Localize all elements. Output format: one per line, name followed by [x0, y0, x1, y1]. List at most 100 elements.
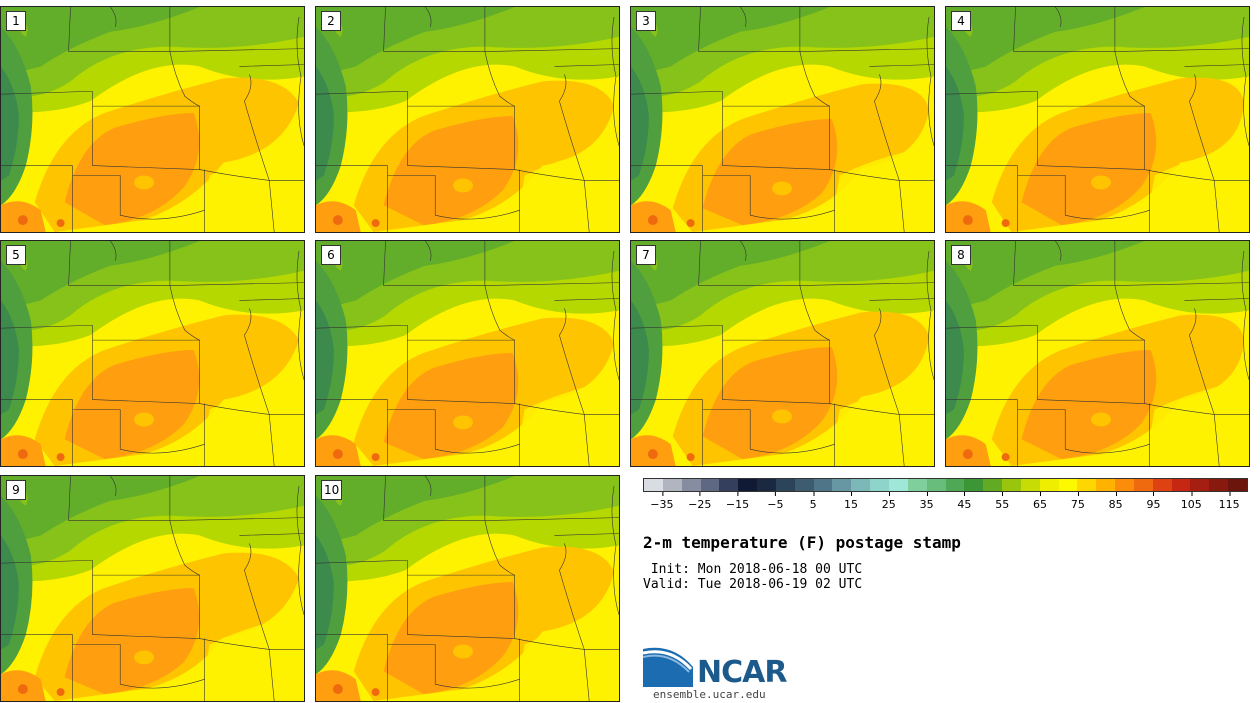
tick-text: 95: [1146, 498, 1161, 511]
colorbar-tick-label: 85: [1108, 492, 1123, 511]
colorbar-swatch: [775, 479, 795, 491]
colorbar-swatch: [851, 479, 871, 491]
temperature-map: [946, 7, 1249, 232]
colorbar-tick-label: 55: [995, 492, 1010, 511]
temperature-map: [316, 7, 619, 232]
colorbar-swatch: [945, 479, 965, 491]
member-label: 6: [321, 245, 341, 265]
member-label: 2: [321, 11, 341, 31]
tick-text: 75: [1070, 498, 1085, 511]
temperature-map: [316, 476, 619, 701]
colorbar-swatch: [794, 479, 814, 491]
member-panel-7: 7: [630, 240, 935, 467]
member-panel-3: 3: [630, 6, 935, 233]
colorbar-swatch: [644, 479, 663, 491]
ncar-logo-icon: [643, 647, 693, 687]
colorbar-swatch: [1020, 479, 1040, 491]
tick-text: 85: [1108, 498, 1123, 511]
member-panel-1: 1: [0, 6, 305, 233]
colorbar-swatch: [1115, 479, 1134, 491]
colorbar-swatch: [907, 479, 927, 491]
plot-title: 2-m temperature (F) postage stamp: [643, 533, 961, 552]
member-panel-10: 10: [315, 475, 620, 702]
member-panel-6: 6: [315, 240, 620, 467]
colorbar-swatch: [983, 479, 1003, 491]
member-label: 9: [6, 480, 26, 500]
tick-text: −25: [688, 498, 712, 511]
temperature-map: [1, 7, 304, 232]
member-label: 4: [951, 11, 971, 31]
member-label: 5: [6, 245, 26, 265]
temperature-colorbar: [643, 478, 1248, 492]
temperature-map: [631, 241, 934, 466]
colorbar-swatch: [719, 479, 739, 491]
site-url: ensemble.ucar.edu: [653, 688, 766, 701]
colorbar-swatch: [1096, 479, 1116, 491]
member-label: 3: [636, 11, 656, 31]
colorbar-tick-label: −25: [688, 492, 712, 511]
member-panel-9: 9: [0, 475, 305, 702]
colorbar-swatch: [888, 479, 908, 491]
tick-text: −5: [767, 498, 784, 511]
colorbar-swatch: [738, 479, 758, 491]
temperature-map: [1, 476, 304, 701]
colorbar-swatch: [1133, 479, 1153, 491]
colorbar-tick-label: 25: [881, 492, 896, 511]
colorbar-tick-label: −5: [767, 492, 784, 511]
colorbar-tick-label: 35: [919, 492, 934, 511]
colorbar-swatch: [1152, 479, 1172, 491]
colorbar-swatch: [926, 479, 946, 491]
colorbar-tick-label: 15: [843, 492, 858, 511]
member-panel-2: 2: [315, 6, 620, 233]
temperature-map: [1, 241, 304, 466]
tick-text: 45: [957, 498, 972, 511]
colorbar-swatch: [1190, 479, 1210, 491]
init-time: Init: Mon 2018-06-18 00 UTC: [643, 562, 863, 577]
tick-text: 65: [1033, 498, 1048, 511]
tick-text: 55: [995, 498, 1010, 511]
ncar-logo-text: NCAR: [697, 655, 787, 690]
member-panel-5: 5: [0, 240, 305, 467]
colorbar-swatch: [1002, 479, 1021, 491]
colorbar-tick-label: −15: [725, 492, 750, 511]
tick-text: 115: [1218, 498, 1240, 511]
member-panel-4: 4: [945, 6, 1250, 233]
colorbar-swatch: [964, 479, 984, 491]
colorbar-swatch: [813, 479, 833, 491]
colorbar-tick-label: 45: [957, 492, 972, 511]
colorbar-tick-label: 115: [1218, 492, 1240, 511]
tick-text: 25: [881, 498, 896, 511]
tick-text: 35: [919, 498, 934, 511]
tick-text: −35: [650, 498, 674, 511]
colorbar-tick-label: −35: [650, 492, 674, 511]
colorbar-swatch: [1039, 479, 1059, 491]
temperature-map: [316, 241, 619, 466]
colorbar-swatch: [1209, 479, 1229, 491]
colorbar-tick-label: 105: [1180, 492, 1202, 511]
colorbar-tick-label: 65: [1033, 492, 1048, 511]
colorbar-swatch: [700, 479, 720, 491]
colorbar-tick-label: 95: [1146, 492, 1161, 511]
member-label: 8: [951, 245, 971, 265]
temperature-map: [631, 7, 934, 232]
colorbar-swatch: [757, 479, 776, 491]
colorbar-swatch: [1228, 479, 1247, 491]
temperature-map: [946, 241, 1249, 466]
tick-text: 5: [809, 498, 817, 511]
colorbar-swatch: [1058, 479, 1078, 491]
member-label: 1: [6, 11, 26, 31]
colorbar-swatch: [681, 479, 701, 491]
tick-text: 105: [1180, 498, 1202, 511]
tick-text: −15: [725, 498, 750, 511]
member-label: 10: [321, 480, 343, 500]
colorbar-swatch: [870, 479, 889, 491]
member-panel-8: 8: [945, 240, 1250, 467]
tick-text: 15: [843, 498, 858, 511]
colorbar-swatch: [662, 479, 682, 491]
member-label: 7: [636, 245, 656, 265]
colorbar-swatch: [832, 479, 852, 491]
colorbar-tick-label: 5: [809, 492, 817, 511]
colorbar-swatch: [1171, 479, 1191, 491]
valid-time: Valid: Tue 2018-06-19 02 UTC: [643, 577, 863, 592]
colorbar-ticks: −35 −25 −15 −5 5 15 25 35 45 55 65 75 85 95 105 115: [643, 492, 1248, 515]
